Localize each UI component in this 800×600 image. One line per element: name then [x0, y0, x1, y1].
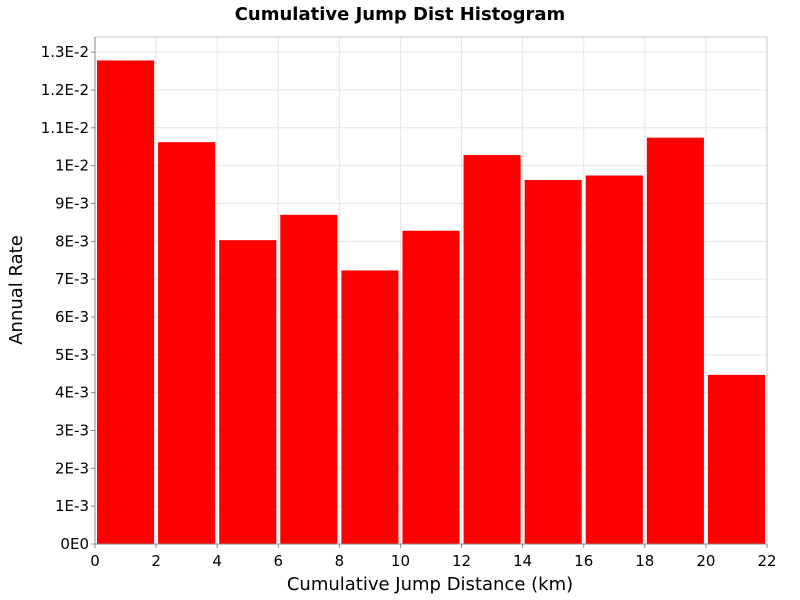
histogram-bar [707, 374, 765, 544]
x-tick-label: 18 [635, 552, 654, 570]
y-tick-label: 0E0 [60, 535, 89, 553]
y-tick-label: 4E-3 [55, 384, 89, 402]
y-tick-label: 2E-3 [55, 459, 89, 477]
histogram-bar [97, 60, 155, 544]
x-tick-label: 20 [696, 552, 715, 570]
x-tick-label: 6 [273, 552, 283, 570]
y-tick-label: 9E-3 [55, 194, 89, 212]
y-tick-label: 3E-3 [55, 421, 89, 439]
y-tick-label: 1.2E-2 [41, 81, 89, 99]
x-tick-label: 22 [757, 552, 776, 570]
histogram-bar [158, 142, 216, 544]
histogram-bar [463, 155, 521, 544]
y-tick-label: 1E-2 [55, 157, 89, 175]
bars [97, 60, 765, 545]
y-tick-label: 1E-3 [55, 497, 89, 515]
chart-title: Cumulative Jump Dist Histogram [235, 4, 566, 25]
x-tick-label: 8 [335, 552, 345, 570]
x-tick-label: 14 [513, 552, 532, 570]
y-tick-label: 1.3E-2 [41, 43, 89, 61]
histogram-bar [402, 230, 460, 544]
y-tick-label: 7E-3 [55, 270, 89, 288]
histogram-bar [585, 175, 643, 544]
axes: 0E0 1E-3 2E-3 3E-3 4E-3 5E-3 6E-3 7E-3 8E-3 9E-3 1… [41, 37, 777, 570]
histogram-bar [219, 240, 277, 545]
histogram-bar [341, 270, 399, 544]
x-tick-label: 0 [90, 552, 100, 570]
x-tick-label: 2 [151, 552, 161, 570]
y-tick-label: 5E-3 [55, 346, 89, 364]
x-tick-label: 10 [391, 552, 410, 570]
histogram-bar [646, 137, 704, 544]
y-tick-label: 1.1E-2 [41, 119, 89, 137]
histogram-bar [524, 180, 582, 544]
x-tick-label: 16 [574, 552, 593, 570]
histogram-bar [280, 214, 338, 544]
y-axis-label: Annual Rate [6, 235, 27, 345]
y-tick-label: 6E-3 [55, 308, 89, 326]
y-tick-label: 8E-3 [55, 232, 89, 250]
x-tick-label: 12 [452, 552, 471, 570]
x-tick-label: 4 [212, 552, 222, 570]
x-axis-label: Cumulative Jump Distance (km) [287, 574, 573, 595]
